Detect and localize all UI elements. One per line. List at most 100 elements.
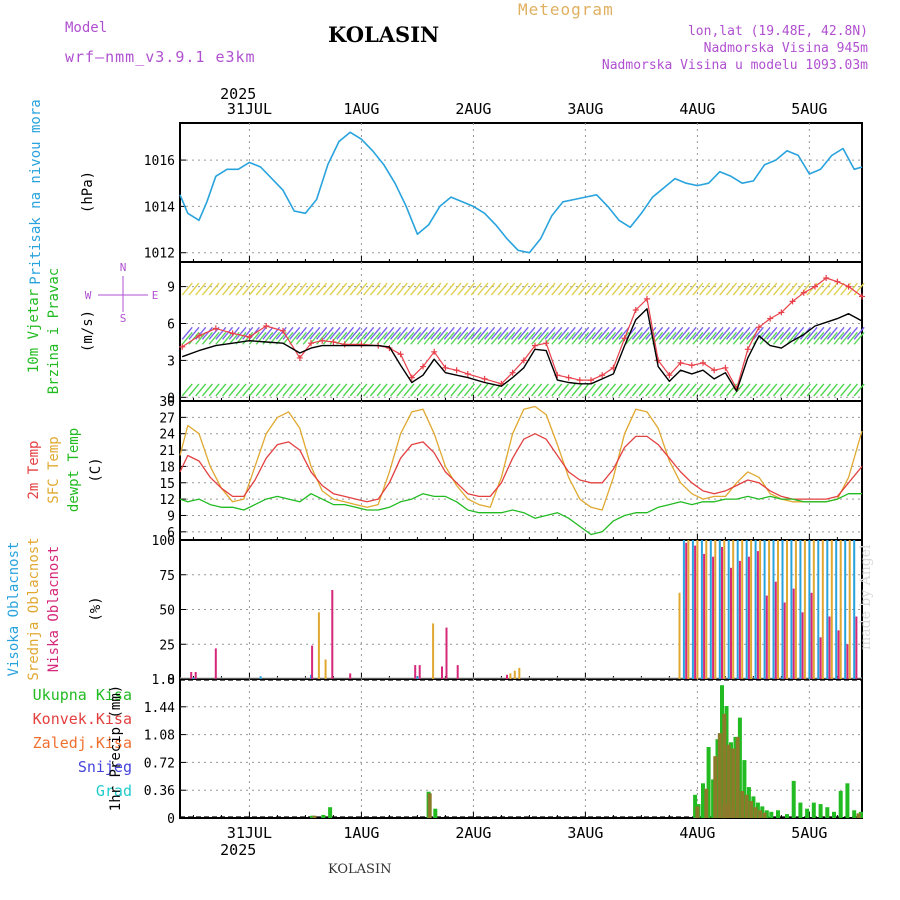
- temperature-ytick-label: 18: [159, 460, 175, 475]
- wind-direction-barb: [510, 383, 523, 397]
- wind-direction-barb: [719, 331, 731, 345]
- wind-direction-barb: [282, 326, 294, 340]
- wind-direction-barb: [497, 383, 509, 397]
- precip-bar-ukupna-kisa: [825, 807, 830, 818]
- wind-direction-barb: [699, 383, 711, 397]
- clouds-bar-niska: [311, 645, 314, 679]
- wind-direction-barb: [779, 331, 791, 345]
- wind-gust-marker: [643, 295, 650, 302]
- wind-direction-barb: [316, 383, 328, 397]
- wind-direction-barb: [504, 331, 516, 345]
- wind-direction-barb: [779, 326, 791, 340]
- wind-direction-barb: [786, 326, 798, 340]
- clouds-bar-srednja: [317, 612, 320, 679]
- wind-direction-barb: [611, 282, 623, 296]
- clouds-bar-niska: [418, 665, 421, 679]
- wind-direction-barb: [255, 331, 267, 345]
- wind-gust-marker: [212, 325, 219, 332]
- wind-direction-barb: [369, 282, 381, 296]
- footer-station: KOLASIN: [328, 862, 392, 877]
- clouds-bar-niska: [506, 674, 508, 679]
- wind-direction-barb: [544, 326, 556, 340]
- clouds-bar-srednja: [714, 540, 717, 679]
- wind-direction-barb: [719, 383, 731, 397]
- wind-direction-barb: [692, 326, 704, 340]
- precip-bar-ukupna-kisa: [733, 736, 738, 818]
- clouds-bar-srednja: [759, 540, 762, 679]
- precip-bar-ukupna-kisa: [729, 742, 733, 818]
- wind-direction-barb: [228, 383, 240, 397]
- wind-direction-barb: [618, 326, 630, 340]
- day-label-top: 3AUG: [567, 100, 603, 118]
- wind-direction-barb: [752, 326, 764, 340]
- clouds-bar-srednja: [768, 540, 771, 679]
- precip-bar-ukupno-preklopljeno: [744, 794, 749, 818]
- wind-gust-marker: [834, 278, 841, 285]
- wind-direction-barb: [477, 331, 489, 345]
- wind-direction-barb: [598, 326, 610, 340]
- clouds-bar-visoka: [192, 677, 195, 679]
- precip-legend-4: Grad: [96, 782, 132, 800]
- wind-direction-barb: [605, 326, 617, 340]
- wind-direction-barb: [584, 326, 596, 340]
- wind-direction-barb: [605, 331, 617, 345]
- wind-direction-barb: [302, 326, 314, 340]
- wind-direction-barb: [766, 383, 778, 397]
- precip-bar-ukupna-kisa: [724, 706, 729, 818]
- wind-direction-barb: [779, 383, 791, 397]
- wind-direction-barb: [188, 326, 200, 340]
- compass-south: S: [120, 312, 127, 325]
- wind-direction-barb: [685, 326, 697, 340]
- wind-direction-barb: [222, 383, 234, 397]
- wind-direction-barb: [551, 326, 563, 340]
- wind-direction-barb: [490, 331, 502, 345]
- model-label: Model: [65, 20, 108, 36]
- wind-direction-barb: [195, 282, 207, 296]
- wind-direction-barb: [725, 331, 738, 345]
- wind-direction-barb: [423, 383, 435, 397]
- wind-direction-barb: [430, 331, 442, 345]
- clouds-bar-visoka: [808, 540, 811, 679]
- clouds-bar-visoka: [259, 676, 262, 679]
- precip-bar-ukupna-kisa: [321, 814, 326, 818]
- wind-direction-barb: [201, 326, 213, 340]
- clouds-bar-srednja: [777, 540, 779, 679]
- precip-ytick-label: 1.44: [144, 701, 175, 716]
- clouds-bar-niska: [703, 553, 706, 679]
- wind-direction-barb: [571, 383, 583, 397]
- wind-direction-barb: [699, 282, 711, 296]
- wind-direction-barb: [201, 331, 213, 345]
- wind-direction-barb: [631, 383, 643, 397]
- precip-bar-ukupna-kisa: [737, 717, 742, 818]
- wind-direction-barb: [665, 383, 677, 397]
- wind-title-line2: Brzina i Pravac: [46, 268, 62, 394]
- precip-panel: 0 0.36 0.72 1.08 1.44 1.8: [144, 673, 863, 827]
- wind-direction-barb: [806, 326, 818, 340]
- wind-gust-marker: [442, 364, 449, 371]
- clouds-bar-visoka: [754, 540, 757, 679]
- clouds-bar-srednja: [324, 659, 327, 679]
- precip-bar-ukupna-kisa: [742, 760, 747, 818]
- clouds-bar-visoka: [691, 540, 694, 679]
- wind-direction-barb: [463, 282, 475, 296]
- wind-direction-barb: [181, 383, 193, 397]
- precip-legend-0: Ukupna Kisa: [33, 686, 132, 704]
- wind-direction-barb: [423, 331, 435, 345]
- pressure-ytick-label: 1014: [144, 200, 175, 215]
- wind-direction-barb: [356, 383, 368, 397]
- wind-direction-barb: [437, 326, 449, 340]
- wind-direction-barb: [369, 383, 381, 397]
- clouds-bar-niska: [801, 612, 804, 679]
- wind-direction-barb: [638, 326, 650, 340]
- wind-direction-barb: [557, 282, 570, 296]
- clouds-ylabel: (%): [88, 596, 104, 621]
- temperature-series-2m-temp: [179, 433, 863, 503]
- day-label-bottom: 3AUG: [567, 824, 603, 842]
- wind-direction-barb: [376, 282, 388, 296]
- wind-direction-barb: [430, 383, 442, 397]
- wind-gust-marker: [420, 363, 427, 370]
- clouds-ytick-label: 100: [152, 534, 175, 549]
- wind-direction-barb: [262, 326, 274, 340]
- clouds-bar-srednja: [839, 540, 842, 679]
- wind-direction-barb: [578, 383, 590, 397]
